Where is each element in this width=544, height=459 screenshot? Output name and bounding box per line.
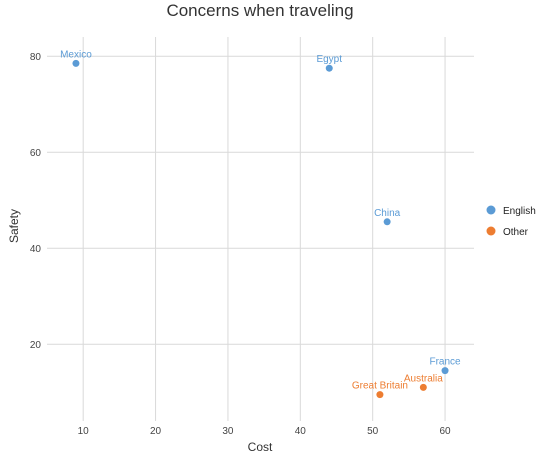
y-tick-label: 80 — [30, 52, 42, 63]
y-tick-label: 40 — [30, 244, 42, 255]
data-point — [72, 59, 80, 67]
data-point — [383, 218, 391, 226]
data-label: Great Britain — [352, 381, 408, 392]
axis-ticks: 10 20 30 40 50 60 20 40 60 80 — [30, 52, 451, 437]
x-tick-label: 50 — [367, 426, 379, 437]
legend-label: English — [503, 206, 536, 217]
data-label: Australia — [404, 373, 443, 384]
y-tick-label: 20 — [30, 340, 42, 351]
x-tick-label: 20 — [150, 426, 162, 437]
data-labels: Mexico Egypt China France Great BritainAustr… — [60, 49, 461, 391]
x-tick-label: 40 — [295, 426, 307, 437]
legend: English Other — [486, 205, 536, 238]
data-label: France — [429, 357, 461, 368]
data-point — [441, 367, 449, 375]
chart-title: Concerns when traveling — [166, 1, 353, 20]
data-point — [325, 64, 333, 72]
y-tick-label: 60 — [30, 148, 42, 159]
legend-marker — [486, 226, 496, 236]
data-point — [376, 391, 384, 399]
x-axis-label: Cost — [248, 440, 273, 454]
data-label: China — [374, 208, 401, 219]
grid — [47, 37, 474, 421]
data-point — [419, 383, 427, 391]
x-tick-label: 10 — [78, 426, 90, 437]
data-label: Egypt — [316, 54, 342, 65]
legend-label: Other — [503, 227, 529, 238]
x-tick-label: 30 — [222, 426, 234, 437]
legend-marker — [486, 205, 496, 215]
y-axis-label: Safety — [7, 209, 21, 243]
data-label: Mexico — [60, 49, 92, 60]
x-tick-label: 60 — [439, 426, 451, 437]
data-points — [72, 59, 449, 399]
